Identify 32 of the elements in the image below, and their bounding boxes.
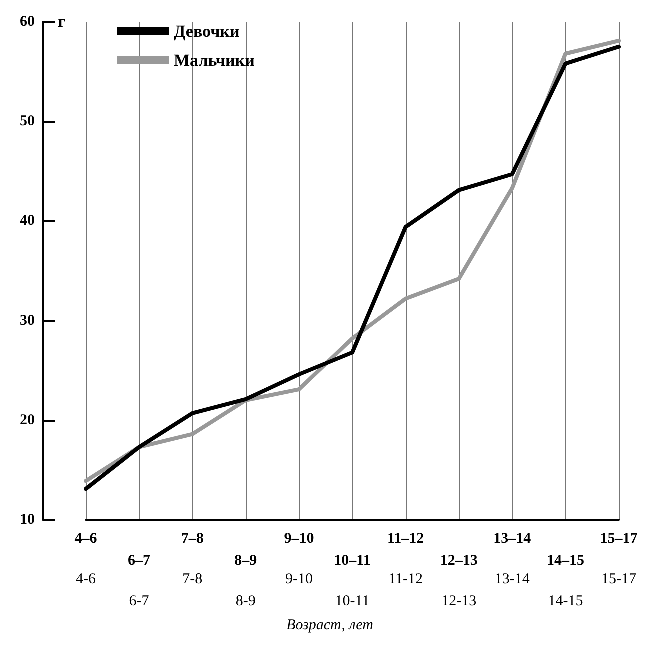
x-tick-label: 7–8 [181,531,204,547]
x-tick-label: 13–14 [494,531,532,547]
y-tick-label: 40 [20,213,35,230]
x-tick-label: 8–9 [234,553,258,569]
x-axis-title: Возраст, лет [286,618,374,634]
text: 10-11 [335,594,370,610]
x-tick-label: 15–17 [600,531,638,547]
text: 9-10 [285,572,313,588]
y-tick-label: 20 [20,412,35,428]
x-tick-label: 4–6 [74,531,98,547]
x-tick-label: 12–13 [440,553,478,569]
x-tick-label: 9–10 [284,531,314,547]
x-tick-label: 6–7 [128,553,152,569]
text: 4-6 [76,572,96,588]
text: 7-8 [182,572,203,588]
text: 12-13 [442,594,477,610]
text: 8-9 [236,594,256,610]
y-tick-label: 10 [20,512,35,528]
text: 15-17 [602,572,637,588]
y-axis-title: г [58,12,66,31]
y-tick-label: 60 [20,14,35,30]
text: 13-14 [494,572,530,588]
text: 6-7 [129,594,150,610]
x-tick-label: 10–11 [334,553,371,569]
text: 11-12 [388,572,424,588]
y-tick-label: 30 [20,312,35,329]
y-tick-label: 50 [20,114,35,130]
x-tick-label: 14–15 [546,553,584,569]
x-tick-label: 11–12 [387,531,424,547]
legend-label: Мальчики [174,51,256,70]
text: 14-15 [548,594,584,610]
legend-label: Девочки [174,22,240,41]
